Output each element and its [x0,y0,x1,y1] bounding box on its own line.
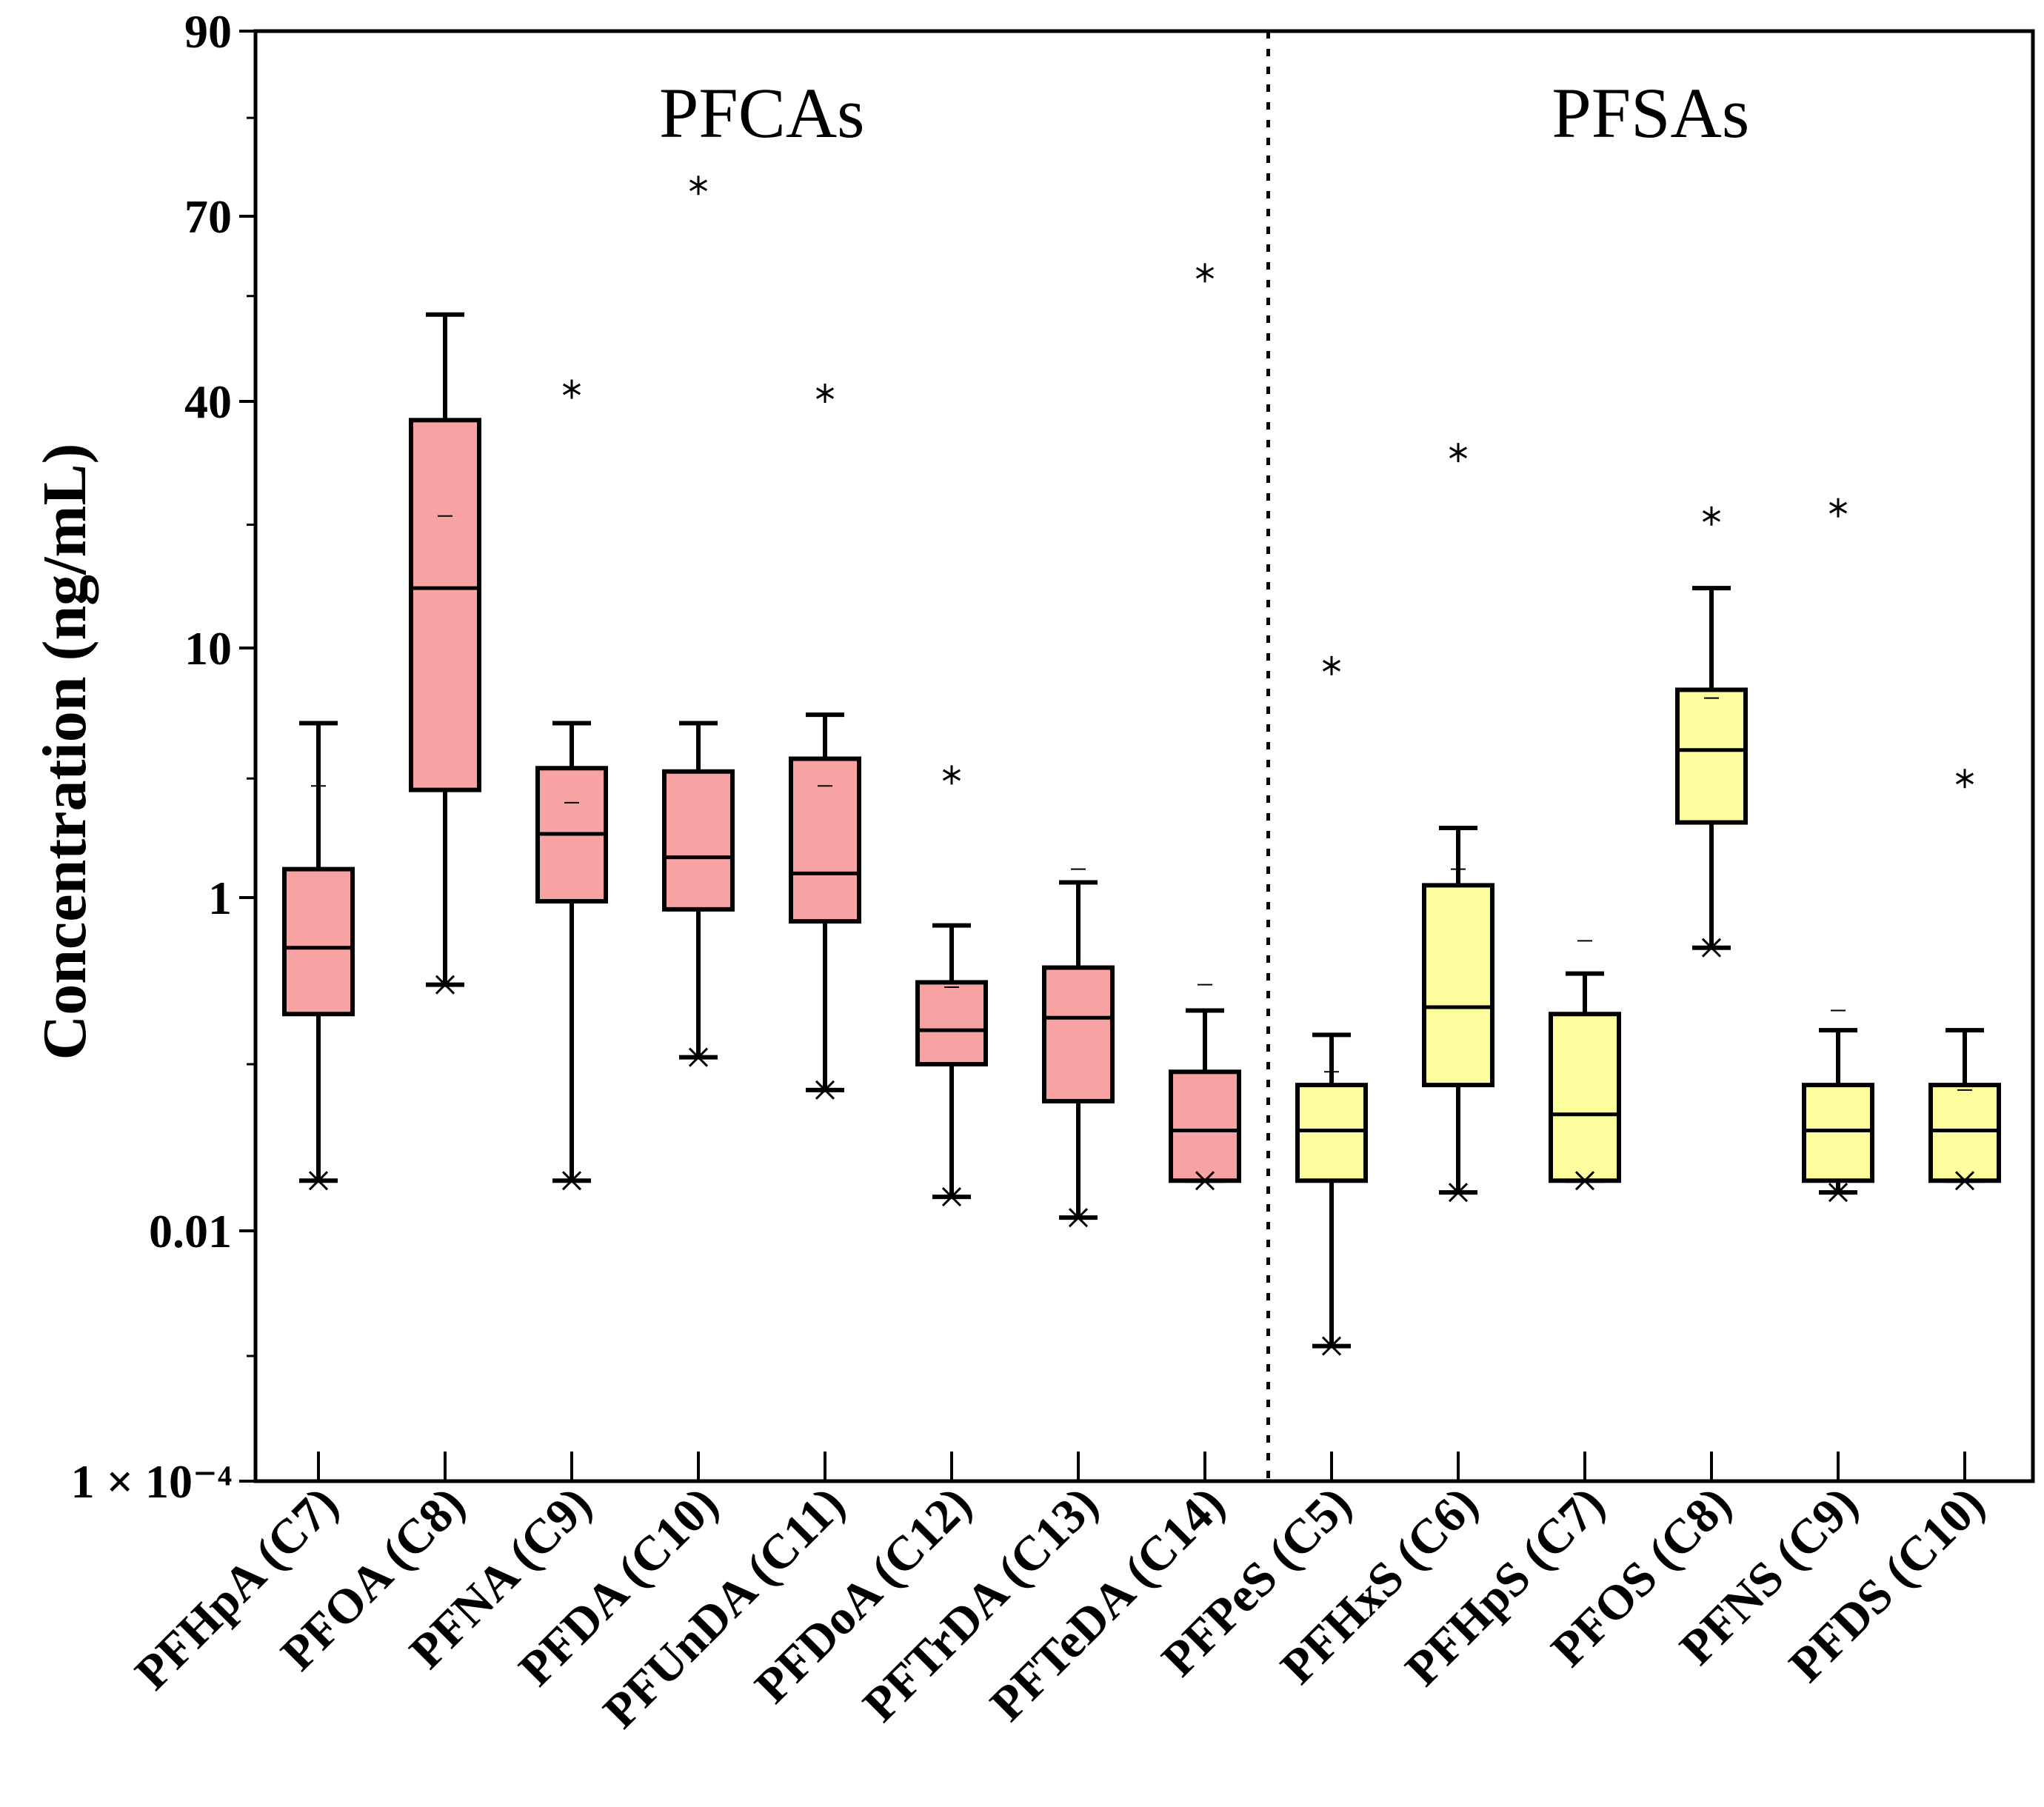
min-marker-pfdoa-c12 [941,1187,962,1207]
outlier-marker-pfda-c10 [689,176,708,196]
box-pfdoa-c12 [915,980,988,1066]
y-tick-label: 0.01 [149,1205,232,1257]
outlier-marker-pfds-c10 [1955,769,1974,789]
outlier-marker-pfna-c9 [562,379,581,399]
min-marker-pfteda-c14 [1195,1171,1215,1191]
min-marker-pfoa-c8 [435,975,455,995]
y-tick-label: 70 [184,190,232,243]
y-tick-label: 1 × 10⁻⁴ [71,1455,232,1508]
box-pfpes-c5 [1295,1083,1368,1183]
outlier-marker-pfunda-c11 [815,383,835,403]
outlier-marker-pfhxs-c6 [1449,443,1468,463]
box-pfhxs-c6 [1422,883,1494,1088]
box-pfos-c8 [1675,687,1748,825]
y-axis-title: Concentration (ng/mL) [30,444,99,1061]
min-marker-pftrda-c13 [1068,1208,1089,1228]
box-pfoa-c8 [409,418,481,792]
group-label-pfsas: PFSAs [1552,73,1749,153]
box-pfteda-c14 [1169,1069,1241,1183]
min-marker-pfhps-c7 [1574,1171,1595,1191]
min-marker-pfds-c10 [1954,1171,1975,1191]
outlier-marker-pfns-c9 [1828,498,1848,518]
y-tick-label: 10 [184,622,232,675]
box-pfhpa-c7 [282,866,355,1017]
min-marker-pfunda-c11 [815,1080,835,1100]
y-tick-label: 90 [184,5,232,58]
plot-frame [253,29,2035,1483]
box-pftrda-c13 [1042,965,1115,1103]
min-marker-pfos-c8 [1701,938,1722,958]
outlier-marker-pfdoa-c12 [942,765,961,785]
box-pfns-c9 [1802,1083,1874,1183]
y-tick-label: 40 [184,375,232,428]
outlier-marker-pfos-c8 [1702,506,1721,526]
group-label-pfcas: PFCAs [659,73,865,153]
min-marker-pfpes-c5 [1321,1336,1342,1356]
y-tick-label: 1 [208,872,232,924]
box-pfds-c10 [1928,1083,2001,1183]
box-pfda-c10 [662,769,735,912]
min-marker-pfda-c10 [688,1047,709,1067]
box-pfhps-c7 [1549,1012,1621,1183]
min-marker-pfns-c9 [1828,1183,1848,1203]
box-pfunda-c11 [789,756,861,924]
min-marker-pfhpa-c7 [308,1171,329,1191]
min-marker-pfna-c9 [561,1171,582,1191]
outlier-marker-pfteda-c14 [1195,263,1215,283]
min-marker-pfhxs-c6 [1448,1183,1469,1203]
outlier-marker-pfpes-c5 [1322,655,1341,675]
